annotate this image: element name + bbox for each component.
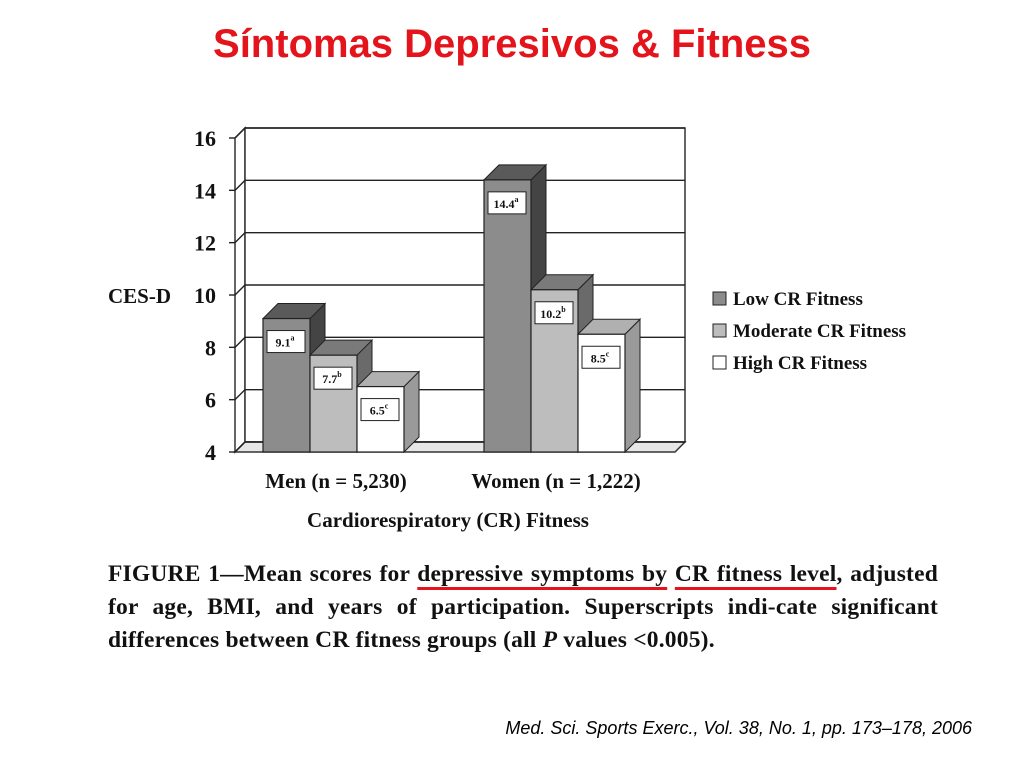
data-label-value: 8.5 <box>591 351 606 365</box>
legend-item: Low CR Fitness <box>712 289 863 310</box>
y-tick-labels: 4 6 8 10 12 14 16 <box>194 126 216 465</box>
data-label: 10.2b <box>540 305 566 321</box>
y-tick-label: 16 <box>194 126 216 151</box>
data-label: 6.5c <box>370 402 389 418</box>
legend-label: High CR Fitness <box>733 353 867 374</box>
data-label-box <box>313 366 353 390</box>
data-label-value: 14.4 <box>494 197 515 211</box>
bar: 8.5c <box>576 318 642 454</box>
x-axis-label: Cardiorespiratory (CR) Fitness <box>307 508 589 532</box>
legend-item: Moderate CR Fitness <box>712 321 906 342</box>
caption-suffix-a: , adjusted for age, BMI, and years of pa… <box>108 561 938 653</box>
legend-swatch <box>712 291 727 306</box>
data-label-superscript: a <box>515 195 519 204</box>
legend-label: Low CR Fitness <box>733 289 863 310</box>
data-label: 14.4a <box>494 195 519 211</box>
caption-highlight-depressive: depressive symptoms by <box>417 561 668 587</box>
caption-space <box>667 561 675 587</box>
x-category-label: Men (n = 5,230) <box>265 469 406 493</box>
legend-label: Moderate CR Fitness <box>733 321 906 342</box>
grid-line <box>234 127 685 139</box>
legend-swatch <box>712 323 727 338</box>
caption-prefix: FIGURE 1—Mean scores for <box>108 561 418 587</box>
legend: Low CR Fitness Moderate CR Fitness High CR… <box>712 289 906 374</box>
data-label: 8.5c <box>591 349 610 365</box>
caption-highlight-fitness: CR fitness level <box>674 561 837 587</box>
data-label-box <box>534 301 574 325</box>
citation: Med. Sci. Sports Exerc., Vol. 38, No. 1,… <box>505 718 972 738</box>
data-label: 7.7b <box>322 370 342 386</box>
data-label-value: 6.5 <box>370 404 385 418</box>
x-category-labels: Men (n = 5,230) Women (n = 1,222) <box>265 469 640 493</box>
bar-side <box>624 318 641 454</box>
data-label-superscript: b <box>337 370 342 379</box>
y-tick-label: 4 <box>205 440 216 465</box>
data-label-box <box>581 345 621 369</box>
data-label-value: 10.2 <box>540 307 561 321</box>
data-label-box <box>360 398 400 422</box>
bar: 9.1a <box>261 302 327 454</box>
y-axis-label: CES-D <box>108 284 171 308</box>
y-tick-label: 6 <box>205 388 216 413</box>
y-tick-label: 8 <box>205 335 216 360</box>
legend-item: High CR Fitness <box>712 353 867 374</box>
data-label-value: 7.7 <box>322 372 337 386</box>
x-category-label: Women (n = 1,222) <box>471 469 640 493</box>
y-tick-label: 14 <box>194 178 216 203</box>
data-label-superscript: a <box>291 334 295 343</box>
bar: 7.7b <box>308 338 374 454</box>
figure-caption: FIGURE 1—Mean scores for depressive symp… <box>108 558 938 657</box>
legend-swatch <box>712 355 727 370</box>
data-label: 9.1a <box>276 334 295 350</box>
data-label-superscript: c <box>385 402 389 411</box>
data-label-box <box>266 330 306 354</box>
caption-p: P <box>542 627 558 653</box>
caption-suffix-b: values <0.005). <box>557 627 715 653</box>
data-label-superscript: c <box>606 349 610 358</box>
y-tick-label: 12 <box>194 231 216 256</box>
data-label-value: 9.1 <box>276 336 291 350</box>
bar: 6.5c <box>355 370 421 454</box>
bar-front <box>483 179 532 453</box>
slide-title: Síntomas Depresivos & Fitness <box>213 22 811 66</box>
data-label-box <box>487 191 527 215</box>
y-tick-label: 10 <box>194 283 216 308</box>
data-label-superscript: b <box>561 305 566 314</box>
